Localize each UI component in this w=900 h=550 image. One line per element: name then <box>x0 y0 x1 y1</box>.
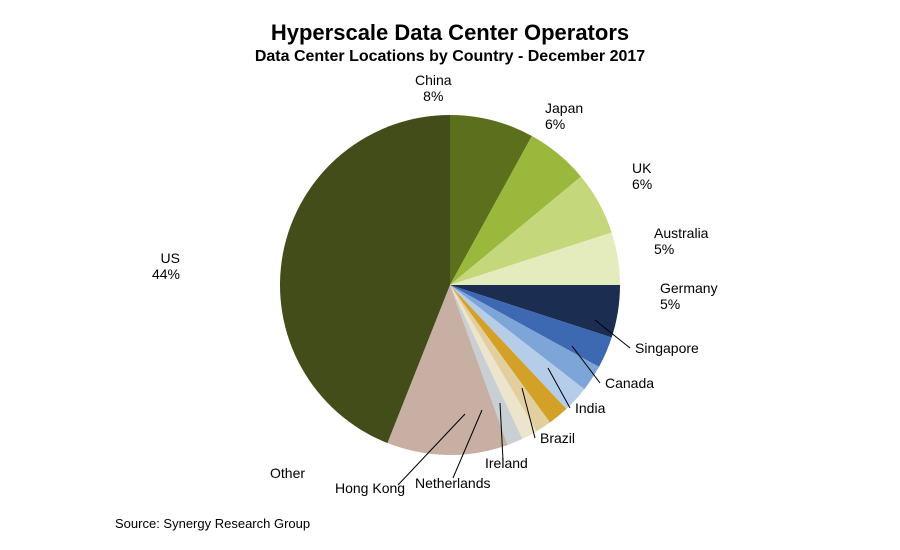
label-australia: Australia5% <box>654 225 708 257</box>
label-hong-kong: Hong Kong <box>335 480 405 496</box>
label-uk: UK6% <box>632 160 652 192</box>
chart-subtitle: Data Center Locations by Country - Decem… <box>0 48 900 66</box>
label-netherlands: Netherlands <box>415 475 491 491</box>
label-text: Canada <box>605 375 654 391</box>
label-text: Ireland <box>485 455 528 471</box>
label-singapore: Singapore <box>635 340 699 356</box>
label-brazil: Brazil <box>540 430 575 446</box>
chart-title: Hyperscale Data Center Operators <box>0 20 900 46</box>
pie-svg <box>280 115 620 455</box>
label-text: Australia <box>654 225 708 241</box>
label-text: Netherlands <box>415 475 491 491</box>
label-india: India <box>575 400 605 416</box>
label-text: China <box>415 72 452 88</box>
label-ireland: Ireland <box>485 455 528 471</box>
label-pct: 6% <box>545 116 583 132</box>
label-text: Germany <box>660 280 718 296</box>
label-text: UK <box>632 160 651 176</box>
label-germany: Germany5% <box>660 280 718 312</box>
label-pct: 5% <box>654 241 708 257</box>
label-text: Hong Kong <box>335 480 405 496</box>
label-china: China8% <box>415 72 452 104</box>
label-us: US44% <box>152 250 180 282</box>
label-text: US <box>161 250 180 266</box>
label-pct: 44% <box>152 266 180 282</box>
label-text: Brazil <box>540 430 575 446</box>
pie-chart-container: Hyperscale Data Center Operators Data Ce… <box>0 0 900 550</box>
chart-source: Source: Synergy Research Group <box>115 516 310 531</box>
label-canada: Canada <box>605 375 654 391</box>
label-text: Japan <box>545 100 583 116</box>
label-other: Other <box>270 465 305 481</box>
label-text: Singapore <box>635 340 699 356</box>
label-text: Other <box>270 465 305 481</box>
label-pct: 8% <box>415 88 452 104</box>
label-pct: 6% <box>632 176 652 192</box>
label-japan: Japan6% <box>545 100 583 132</box>
label-text: India <box>575 400 605 416</box>
label-pct: 5% <box>660 296 718 312</box>
